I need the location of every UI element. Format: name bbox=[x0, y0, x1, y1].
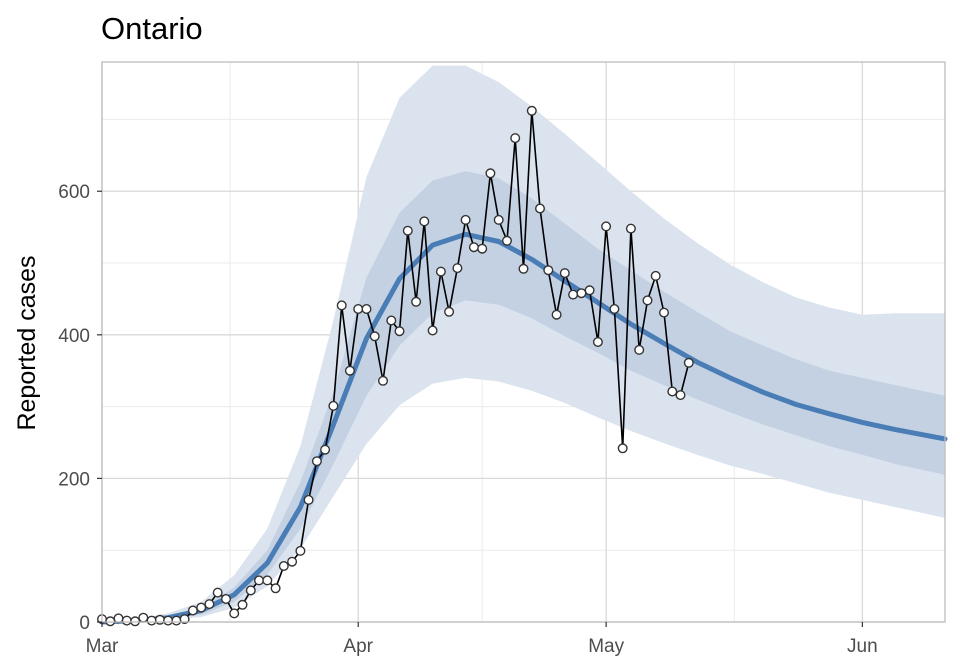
y-tick-label: 0 bbox=[79, 613, 90, 634]
observed-point bbox=[386, 315, 397, 326]
observed-point bbox=[344, 365, 355, 376]
observed-point bbox=[493, 214, 504, 225]
observed-point bbox=[427, 325, 438, 336]
observed-point bbox=[295, 545, 306, 556]
observed-point bbox=[576, 288, 587, 299]
observed-point bbox=[138, 612, 149, 623]
observed-point bbox=[468, 242, 479, 253]
observed-point bbox=[303, 494, 314, 505]
observed-point bbox=[485, 168, 496, 179]
observed-point bbox=[659, 307, 670, 318]
observed-point bbox=[146, 615, 157, 626]
observed-point bbox=[642, 295, 653, 306]
observed-point bbox=[270, 583, 281, 594]
y-tick-label: 400 bbox=[58, 326, 90, 347]
observed-point bbox=[369, 331, 380, 342]
observed-point bbox=[262, 575, 273, 586]
x-tick-label: May bbox=[588, 636, 624, 657]
observed-point bbox=[179, 614, 190, 625]
observed-point bbox=[592, 337, 603, 348]
observed-point bbox=[444, 306, 455, 317]
observed-point bbox=[378, 375, 389, 386]
chart-title: Ontario bbox=[101, 11, 203, 46]
observed-point bbox=[163, 615, 174, 626]
y-tick-label: 200 bbox=[58, 469, 90, 490]
observed-point bbox=[435, 266, 446, 277]
observed-point bbox=[154, 614, 165, 625]
observed-point bbox=[683, 357, 694, 368]
observed-point bbox=[130, 616, 141, 627]
confidence-band-inner bbox=[102, 171, 945, 622]
observed-point bbox=[212, 587, 223, 598]
observed-point bbox=[171, 615, 182, 626]
observed-point bbox=[328, 400, 339, 411]
observed-points bbox=[96, 105, 694, 627]
observed-point bbox=[237, 599, 248, 610]
observed-point bbox=[609, 304, 620, 315]
observed-point bbox=[220, 594, 231, 605]
observed-point bbox=[559, 268, 570, 279]
x-tick-label: Jun bbox=[847, 636, 878, 657]
observed-point bbox=[402, 225, 413, 236]
observed-point bbox=[551, 309, 562, 320]
observed-point bbox=[361, 304, 372, 315]
observed-point bbox=[502, 235, 513, 246]
confidence-band-outer bbox=[102, 65, 945, 623]
observed-point bbox=[650, 270, 661, 281]
observed-point bbox=[187, 605, 198, 616]
observed-point bbox=[229, 608, 240, 619]
observed-point bbox=[419, 216, 430, 227]
x-tick-label: Mar bbox=[86, 636, 119, 657]
observed-point bbox=[568, 289, 579, 300]
observed-point bbox=[196, 602, 207, 613]
observed-point bbox=[526, 105, 537, 116]
observed-point bbox=[121, 615, 132, 626]
observed-point bbox=[105, 616, 116, 627]
observed-point bbox=[535, 203, 546, 214]
observed-point bbox=[601, 221, 612, 232]
observed-point bbox=[584, 285, 595, 296]
observed-point bbox=[253, 575, 264, 586]
y-tick-label: 600 bbox=[58, 182, 90, 203]
observed-point bbox=[411, 296, 422, 307]
panel-border bbox=[101, 61, 946, 623]
observed-point bbox=[336, 300, 347, 311]
observed-point bbox=[617, 443, 628, 454]
observed-point bbox=[320, 444, 331, 455]
observed-point bbox=[667, 386, 678, 397]
observed-point bbox=[394, 326, 405, 337]
observed-point bbox=[543, 265, 554, 276]
y-axis-ticks: 0 200 400 600 bbox=[58, 182, 102, 634]
observed-point bbox=[510, 133, 521, 144]
observed-point bbox=[287, 556, 298, 567]
observed-point bbox=[477, 243, 488, 254]
observed-point bbox=[245, 585, 256, 596]
observed-point bbox=[518, 263, 529, 274]
fit-median-line bbox=[99, 231, 948, 625]
observed-point bbox=[353, 304, 364, 315]
observed-point bbox=[625, 223, 636, 234]
x-axis-ticks: Mar Apr May Jun bbox=[86, 622, 878, 657]
observed-point bbox=[204, 599, 215, 610]
x-tick-label: Apr bbox=[343, 636, 373, 657]
observed-point bbox=[311, 456, 322, 467]
observed-point bbox=[278, 561, 289, 572]
observed-point bbox=[675, 390, 686, 401]
observed-point bbox=[452, 263, 463, 274]
y-axis-title: Reported cases bbox=[13, 255, 41, 430]
observed-point bbox=[460, 214, 471, 225]
observed-point bbox=[634, 344, 645, 355]
